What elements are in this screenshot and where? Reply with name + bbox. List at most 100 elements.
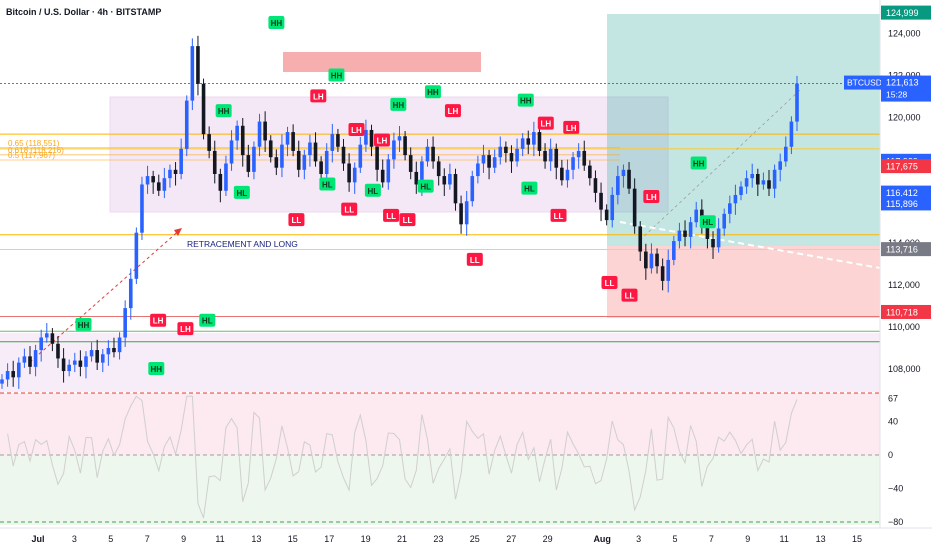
structure-badge-label: HL: [202, 317, 213, 326]
zones: [0, 14, 880, 392]
candle-body: [655, 253, 659, 267]
candle-body: [795, 83, 799, 122]
candle-body: [492, 157, 497, 168]
candle-body: [453, 173, 458, 204]
candle-body: [0, 379, 4, 384]
candle-body: [246, 155, 251, 172]
structure-badge-label: HL: [322, 180, 333, 189]
candle-body: [274, 157, 279, 168]
structure-badge: [537, 116, 554, 130]
candle-body: [308, 142, 312, 156]
candle-body: [33, 350, 38, 367]
candle-body: [772, 169, 777, 189]
price-badge-label: 115,896: [886, 199, 918, 209]
structure-badge-label: HL: [368, 187, 379, 196]
candle-body: [750, 173, 755, 179]
candle-body: [380, 169, 385, 183]
candle-body: [67, 364, 71, 372]
structure-badge: [601, 275, 618, 289]
candle-body: [711, 238, 715, 248]
candle-body: [431, 146, 435, 162]
candle-body: [84, 356, 88, 367]
structure-badge: [199, 313, 216, 327]
time-tick-label: 3: [636, 534, 641, 544]
candle-body: [123, 308, 127, 338]
structure-badge-label: LH: [180, 325, 191, 334]
structure-badge-label: LH: [646, 193, 657, 202]
price-tick-label: 108,000: [888, 364, 921, 374]
structure-badge: [424, 85, 441, 99]
structure-badge-label: HH: [393, 101, 405, 110]
price-badge: [881, 196, 931, 211]
structure-badge: [690, 156, 707, 170]
candle-body: [296, 150, 301, 170]
structure-badge-label: LH: [351, 126, 362, 135]
candle-body: [341, 146, 346, 164]
structure-badge: [233, 185, 250, 199]
candle-body: [291, 132, 295, 151]
symbol-badge-label: BTCUSD: [847, 78, 882, 88]
stop-zone: [607, 246, 880, 318]
candle-body: [145, 176, 150, 185]
candle-body: [520, 138, 525, 149]
structure-badge: [75, 317, 92, 331]
candle-body: [28, 356, 32, 367]
candle-body: [672, 241, 676, 260]
candle-body: [688, 222, 693, 237]
price-tick-label: 122,000: [888, 70, 921, 80]
structure-badge: [444, 104, 461, 118]
candle-body: [397, 136, 402, 141]
candle-body: [100, 354, 105, 363]
trend-arrow-head: [174, 228, 182, 236]
candle-body: [61, 358, 66, 372]
candle-body: [716, 228, 721, 248]
candle-body: [498, 146, 503, 158]
candle-body: [504, 146, 508, 154]
countdown-label: 15:28: [886, 90, 908, 100]
candle-body: [554, 148, 559, 168]
candle-body: [744, 178, 749, 187]
osc-tick-label: 40: [888, 416, 898, 426]
osc-tick-label: 67: [888, 394, 898, 404]
candle-body: [5, 371, 10, 380]
structure-badge-label: HH: [427, 88, 439, 97]
candle-body: [610, 194, 615, 221]
price-badge: [881, 304, 931, 319]
structure-badge: [150, 313, 167, 327]
structure-badge-label: HH: [218, 107, 230, 116]
candle-body: [324, 150, 329, 174]
candle-body: [789, 121, 794, 147]
chart-title: Bitcoin / U.S. Dollar · 4h · BITSTAMP: [6, 7, 161, 17]
time-tick-label: 7: [709, 534, 714, 544]
structure-badge: [268, 16, 285, 30]
time-tick-label: 15: [288, 534, 298, 544]
candle-body: [448, 173, 452, 185]
candle-body: [722, 213, 727, 229]
candle-body: [89, 350, 94, 357]
osc-overbought-zone: [0, 393, 880, 455]
candle-body: [632, 188, 637, 227]
candle-body: [72, 360, 77, 365]
structure-badge-label: LL: [292, 216, 302, 225]
trend-arrow: [29, 227, 183, 363]
structure-badge: [341, 202, 358, 216]
candle-body: [604, 209, 609, 221]
candle-body: [56, 343, 60, 359]
candle-body: [767, 180, 771, 189]
candle-body: [112, 347, 116, 353]
candle-body: [420, 161, 424, 185]
candle-body: [470, 176, 475, 202]
structure-badge: [319, 177, 336, 191]
time-tick-label: Aug: [593, 534, 611, 544]
structure-badge-label: HH: [693, 160, 705, 169]
candle-body: [739, 186, 743, 195]
candle-body: [543, 150, 547, 162]
structure-badge: [550, 208, 567, 222]
candle-body: [442, 176, 447, 185]
candle-body: [515, 148, 519, 162]
candle-body: [576, 150, 581, 158]
candle-body: [140, 184, 144, 233]
price-badge: [881, 242, 931, 257]
candle-body: [582, 150, 587, 166]
candles: [0, 35, 799, 389]
